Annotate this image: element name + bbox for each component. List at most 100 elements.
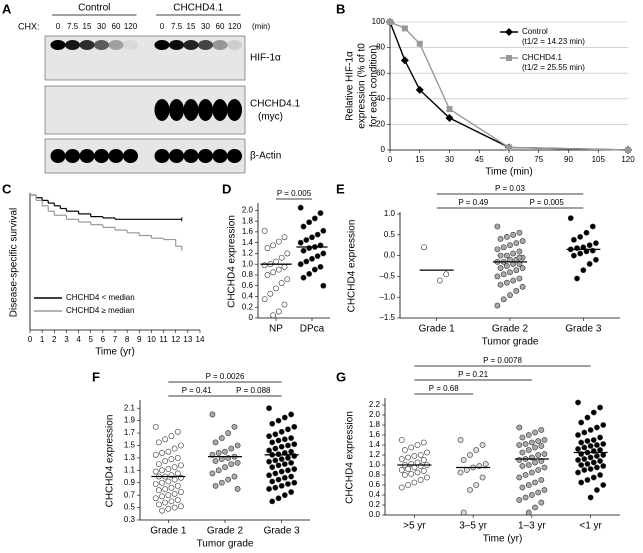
y-tick-label: 0.4 — [242, 292, 254, 301]
row-label: HIF-1α — [250, 53, 281, 64]
y-tick-label: 1.9 — [124, 416, 136, 425]
data-point — [519, 484, 526, 491]
data-point — [269, 498, 276, 505]
data-point — [320, 282, 327, 289]
data-point — [414, 469, 421, 476]
data-point — [424, 449, 430, 456]
data-point — [570, 252, 577, 259]
y-tick-label: 0 — [381, 145, 386, 154]
y-tick-label: 0.2 — [369, 500, 381, 509]
data-point — [584, 477, 591, 483]
panel-letter: E — [336, 181, 345, 196]
p-value: P = 0.49 — [458, 198, 488, 207]
data-point — [538, 477, 545, 483]
data-point — [165, 448, 172, 455]
x-tick-label: 45 — [475, 155, 484, 164]
data-point — [320, 227, 327, 234]
y-tick-label: 2.0 — [242, 205, 254, 214]
data-point — [578, 479, 585, 486]
data-point — [231, 473, 238, 480]
data-point — [281, 414, 288, 421]
legend-marker — [506, 55, 512, 61]
y-tick-label: 1.6 — [242, 227, 254, 236]
y-tick-label: 1.3 — [124, 453, 136, 462]
panel-letter: A — [2, 1, 12, 16]
data-point — [420, 457, 427, 463]
blot-band — [198, 99, 213, 121]
time-label: 120 — [124, 22, 138, 31]
data-point — [174, 497, 181, 504]
data-point — [574, 275, 580, 282]
data-point — [165, 466, 172, 472]
data-point — [519, 265, 526, 271]
data-point — [510, 277, 517, 284]
p-value: P = 0.21 — [458, 370, 488, 379]
data-point — [398, 437, 405, 443]
blot-band — [154, 149, 170, 163]
data-point — [535, 467, 542, 473]
data-point — [291, 479, 298, 486]
blot-band — [198, 149, 213, 163]
data-point — [178, 462, 184, 469]
data-point — [303, 258, 310, 265]
data-point — [273, 258, 279, 265]
data-point — [285, 442, 291, 449]
p-value: P = 0.03 — [495, 184, 525, 193]
legend-note: (t1/2 = 14.23 min) — [522, 37, 585, 46]
data-point — [567, 215, 574, 222]
x-tick-label: NP — [269, 324, 283, 335]
y-axis-label: expression (% of t0 — [357, 43, 368, 129]
blot-band — [108, 149, 124, 163]
data-point — [320, 250, 327, 257]
data-point — [581, 429, 588, 436]
data-point — [284, 250, 291, 257]
data-point — [494, 302, 501, 309]
data-point — [494, 273, 501, 280]
data-point — [541, 437, 548, 443]
data-point — [443, 271, 450, 278]
data-point — [297, 239, 304, 246]
y-tick-label: 1.0 — [369, 460, 381, 469]
point — [445, 114, 454, 122]
data-point — [275, 462, 282, 469]
y-axis-label: CHCHD4 expression — [105, 415, 116, 508]
data-point — [516, 497, 523, 503]
data-point — [266, 447, 272, 454]
data-point — [152, 495, 159, 502]
blot-band — [227, 40, 242, 50]
y-tick-label: 0 — [249, 313, 254, 322]
data-point — [594, 487, 600, 493]
y-tick-label: 100 — [372, 17, 386, 26]
data-point — [288, 489, 295, 495]
data-point — [597, 404, 603, 411]
data-point — [174, 454, 181, 461]
y-tick-label: 0.0 — [384, 251, 396, 260]
x-tick-label: 1–3 yr — [518, 521, 546, 532]
y-tick-label: 80 — [376, 43, 385, 52]
x-tick-label: 105 — [592, 155, 606, 164]
data-point — [535, 489, 542, 496]
row-label: CHCHD4.1 — [250, 99, 300, 110]
panel-letter: C — [2, 181, 12, 196]
data-point — [311, 266, 318, 273]
data-point — [288, 459, 295, 466]
time-label: 7.5 — [67, 22, 79, 31]
data-point — [303, 237, 310, 243]
data-point — [503, 252, 510, 259]
data-point — [218, 479, 225, 486]
y-tick-label: 0.2 — [242, 302, 254, 311]
x-axis-label: Tumor grade — [482, 337, 539, 348]
data-point — [525, 432, 532, 438]
data-point — [513, 288, 520, 294]
data-point — [510, 250, 517, 257]
data-point — [314, 231, 321, 238]
data-point — [408, 444, 415, 451]
data-point — [503, 263, 510, 269]
y-tick-label: 1.8 — [369, 420, 381, 429]
y-tick-label: –0.5 — [379, 272, 395, 281]
data-point — [275, 495, 282, 502]
data-point — [152, 423, 159, 430]
y-tick-label: 0.7 — [124, 490, 136, 499]
data-point — [532, 429, 538, 436]
x-tick-label: 75 — [534, 155, 543, 164]
